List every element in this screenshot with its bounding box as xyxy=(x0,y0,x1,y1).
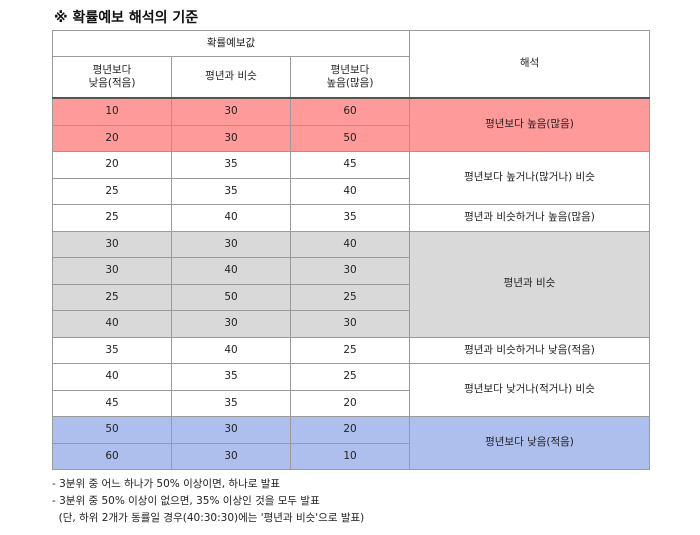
cell-above: 25 xyxy=(290,336,410,364)
cell-below: 25 xyxy=(52,283,172,311)
footnote-line: (단, 하위 2개가 동률일 경우(40:30:30)에는 '평년과 비슷'으로… xyxy=(52,512,365,524)
cell-normal: 30 xyxy=(171,124,291,152)
cell-normal: 35 xyxy=(171,177,291,205)
table-row: 25 40 35 평년과 비슷하거나 높음(많음) xyxy=(52,204,650,232)
cell-above: 10 xyxy=(290,442,410,470)
cell-below: 30 xyxy=(52,230,172,258)
cell-normal: 30 xyxy=(171,310,291,338)
cell-above: 25 xyxy=(290,363,410,391)
footnote-line: - 3분위 중 50% 이상이 없으면, 35% 이상인 것을 모두 발표 xyxy=(52,495,320,507)
page-title: ※ 확률예보 해석의 기준 xyxy=(54,10,199,26)
table-row: 10 30 60 평년보다 높음(많음) xyxy=(52,97,650,152)
cell-below: 50 xyxy=(52,416,172,444)
cell-above: 60 xyxy=(290,97,410,126)
header-interpretation: 해석 xyxy=(409,30,650,99)
cell-above: 45 xyxy=(290,151,410,179)
interpretation-cell: 평년보다 낮거나(적거나) 비슷 xyxy=(409,363,650,417)
cell-below: 20 xyxy=(52,151,172,179)
table-row: 40 30 30 xyxy=(52,310,650,338)
table-row: 30 30 40 평년과 비슷 xyxy=(52,230,650,338)
interpretation-cell: 평년과 비슷하거나 높음(많음) xyxy=(409,204,650,232)
header-below-line2: 낮음(적음) xyxy=(88,77,136,89)
table-row: 25 35 40 xyxy=(52,177,650,205)
interpretation-cell: 평년보다 낮음(적음) xyxy=(409,416,650,470)
cell-normal: 35 xyxy=(171,389,291,417)
footnote-line: - 3분위 중 어느 하나가 50% 이상이면, 하나로 발표 xyxy=(52,478,281,490)
footnotes: - 3분위 중 어느 하나가 50% 이상이면, 하나로 발표 - 3분위 중 … xyxy=(52,476,364,527)
cell-normal: 30 xyxy=(171,416,291,444)
cell-below: 10 xyxy=(52,97,172,126)
cell-below: 35 xyxy=(52,336,172,364)
cell-above: 20 xyxy=(290,389,410,417)
probability-table: 확률예보값 해석 평년보다 낮음(적음) 평년과 비슷 평년보다 높음(많음) … xyxy=(52,30,650,470)
cell-normal: 40 xyxy=(171,336,291,364)
table-row: 25 50 25 xyxy=(52,283,650,311)
cell-above: 30 xyxy=(290,310,410,338)
cell-below: 20 xyxy=(52,124,172,152)
cell-above: 30 xyxy=(290,257,410,285)
cell-above: 50 xyxy=(290,124,410,152)
interpretation-cell: 평년과 비슷 xyxy=(409,230,650,338)
table-row: 45 35 20 xyxy=(52,389,650,417)
cell-above: 40 xyxy=(290,230,410,258)
table-row: 20 35 45 평년보다 높거나(많거나) 비슷 xyxy=(52,151,650,205)
cell-below: 60 xyxy=(52,442,172,470)
table-row: 20 30 50 xyxy=(52,124,650,152)
cell-normal: 35 xyxy=(171,363,291,391)
cell-normal: 30 xyxy=(171,230,291,258)
header-below-line1: 평년보다 xyxy=(92,63,132,76)
cell-below: 25 xyxy=(52,177,172,205)
interpretation-cell: 평년보다 높음(많음) xyxy=(409,97,650,152)
cell-below: 30 xyxy=(52,257,172,285)
cell-normal: 40 xyxy=(171,204,291,232)
cell-above: 25 xyxy=(290,283,410,311)
table-row: 50 30 20 평년보다 낮음(적음) xyxy=(52,416,650,470)
table-row: 35 40 25 평년과 비슷하거나 낮음(적음) xyxy=(52,336,650,364)
cell-normal: 50 xyxy=(171,283,291,311)
cell-above: 35 xyxy=(290,204,410,232)
table-row: 60 30 10 xyxy=(52,442,650,470)
cell-below: 25 xyxy=(52,204,172,232)
header-above-line2: 높음(많음) xyxy=(326,77,374,89)
interpretation-cell: 평년보다 높거나(많거나) 비슷 xyxy=(409,151,650,205)
cell-normal: 30 xyxy=(171,97,291,126)
cell-below: 40 xyxy=(52,363,172,391)
cell-below: 45 xyxy=(52,389,172,417)
interpretation-cell: 평년과 비슷하거나 낮음(적음) xyxy=(409,336,650,364)
cell-normal: 35 xyxy=(171,151,291,179)
header-near-normal: 평년과 비슷 xyxy=(171,56,291,99)
header-above-line1: 평년보다 xyxy=(330,63,370,76)
cell-above: 20 xyxy=(290,416,410,444)
table-row: 30 40 30 xyxy=(52,257,650,285)
header-above-normal: 평년보다 높음(많음) xyxy=(290,56,410,99)
header-forecast-values: 확률예보값 xyxy=(52,30,410,57)
table-row: 40 35 25 평년보다 낮거나(적거나) 비슷 xyxy=(52,363,650,417)
header-below-normal: 평년보다 낮음(적음) xyxy=(52,56,172,99)
cell-below: 40 xyxy=(52,310,172,338)
cell-normal: 30 xyxy=(171,442,291,470)
cell-normal: 40 xyxy=(171,257,291,285)
cell-above: 40 xyxy=(290,177,410,205)
